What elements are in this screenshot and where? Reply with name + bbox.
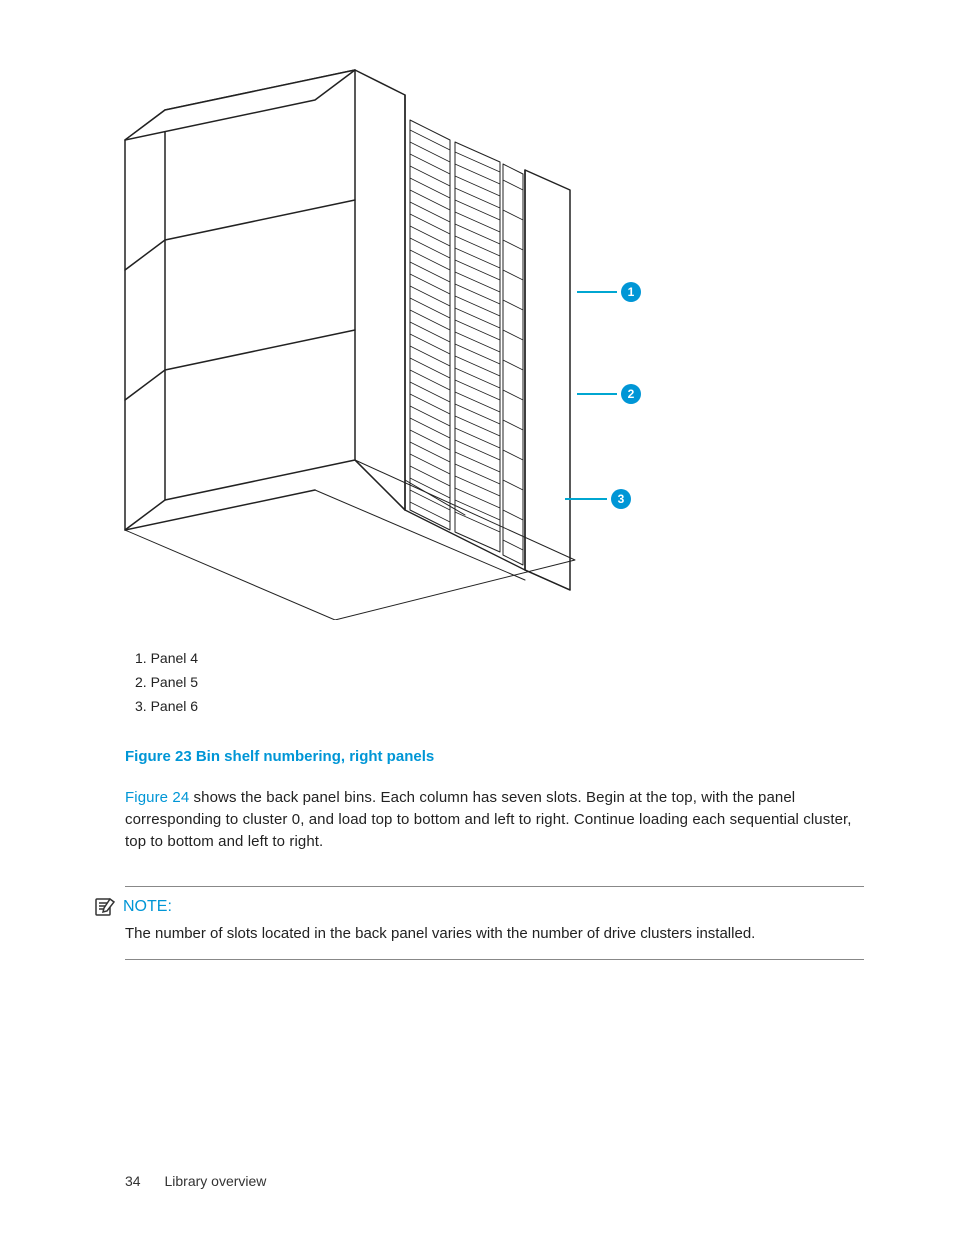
diagram-svg [105,60,665,620]
note-body: The number of slots located in the back … [125,923,864,945]
body-paragraph: Figure 24 shows the back panel bins. Eac… [125,787,864,852]
note-label: NOTE: [123,898,172,916]
figure-caption: Figure 23 Bin shelf numbering, right pan… [125,748,864,765]
callout-badge-2: 2 [621,384,641,404]
callout-badge-1: 1 [621,282,641,302]
paragraph-text: shows the back panel bins. Each column h… [125,789,852,850]
page-footer: 34 Library overview [125,1173,266,1189]
legend-item-2: 2. Panel 5 [135,674,864,690]
figure-legend: 1. Panel 4 2. Panel 5 3. Panel 6 [135,650,864,714]
document-page: 1 2 3 1. Panel 4 2. Panel 5 3. Panel 6 F… [0,0,954,1235]
figure-24-link[interactable]: Figure 24 [125,789,189,806]
note-block: NOTE: The number of slots located in the… [125,886,864,960]
page-number: 34 [125,1173,141,1189]
figure-diagram: 1 2 3 [105,60,665,620]
callout-badge-3: 3 [611,489,631,509]
note-icon [93,897,115,917]
callout-line [565,498,607,500]
callout-line [577,393,617,395]
callout-line [577,291,617,293]
note-heading: NOTE: [93,897,864,917]
legend-item-3: 3. Panel 6 [135,698,864,714]
callout-2: 2 [577,384,641,404]
section-title: Library overview [164,1173,266,1189]
callout-3: 3 [565,489,631,509]
callout-1: 1 [577,282,641,302]
legend-item-1: 1. Panel 4 [135,650,864,666]
